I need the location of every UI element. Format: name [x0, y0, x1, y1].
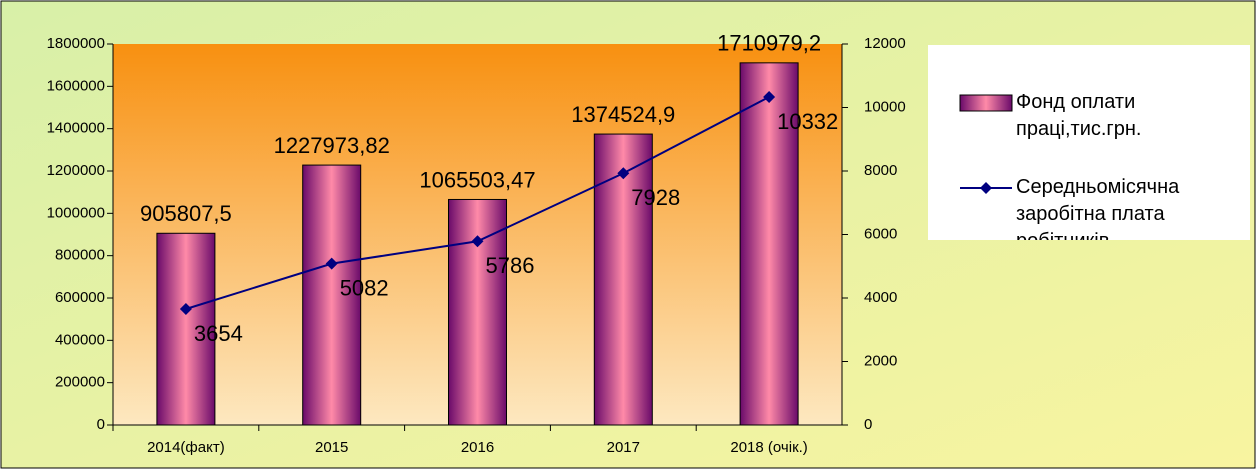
y-tick-label: 1400000 — [47, 120, 105, 137]
data-label: 7928 — [631, 185, 680, 210]
data-label: 1227973,82 — [274, 133, 390, 158]
y2-tick-label: 10000 — [864, 98, 906, 115]
y-tick-label: 1000000 — [47, 204, 105, 221]
bar — [156, 232, 216, 426]
data-label: 5082 — [340, 275, 389, 300]
legend-marker — [980, 182, 992, 194]
y-tick-label: 800000 — [55, 247, 105, 264]
legend-swatch — [959, 94, 1013, 112]
y2-tick-label: 2000 — [864, 352, 897, 369]
y-tick-label: 600000 — [55, 289, 105, 306]
y-tick-label: 1600000 — [47, 77, 105, 94]
x-tick-label: 2017 — [607, 439, 640, 456]
y-tick-label: 0 — [97, 416, 105, 433]
legend: Фонд оплати праці,тис.грн. Середньомісячна… — [928, 45, 1250, 252]
y2-tick-label: 8000 — [864, 162, 897, 179]
y2-tick-label: 12000 — [864, 35, 906, 52]
data-label: 1710979,2 — [717, 31, 821, 56]
legend-box — [928, 45, 1250, 240]
y2-tick-label: 4000 — [864, 289, 897, 306]
marker — [763, 90, 776, 103]
x-tick-label: 2014(факт) — [147, 439, 225, 456]
marker — [325, 257, 338, 270]
x-tick-label: 2018 (очік.) — [730, 439, 807, 456]
bar — [739, 62, 799, 426]
bar — [302, 164, 362, 426]
x-tick-label: 2015 — [315, 439, 348, 456]
y2-tick-label: 6000 — [864, 225, 897, 242]
legend-label: Фонд оплати праці,тис.грн. — [1016, 91, 1141, 140]
data-label: 1065503,47 — [419, 167, 535, 192]
y-tick-label: 400000 — [55, 331, 105, 348]
data-label: 10332 — [777, 109, 838, 134]
y-tick-label: 1800000 — [47, 35, 105, 52]
x-tick-label: 2016 — [461, 439, 494, 456]
y-tick-label: 200000 — [55, 374, 105, 391]
data-label: 3654 — [194, 321, 243, 346]
marker — [471, 235, 484, 248]
data-label: 1374524,9 — [571, 102, 675, 127]
bar — [448, 198, 507, 426]
data-label: 5786 — [486, 253, 535, 278]
data-label: 905807,5 — [140, 201, 232, 226]
marker — [617, 167, 630, 180]
y-tick-label: 1200000 — [47, 162, 105, 179]
marker — [179, 302, 192, 315]
y2-tick-label: 0 — [864, 416, 872, 433]
